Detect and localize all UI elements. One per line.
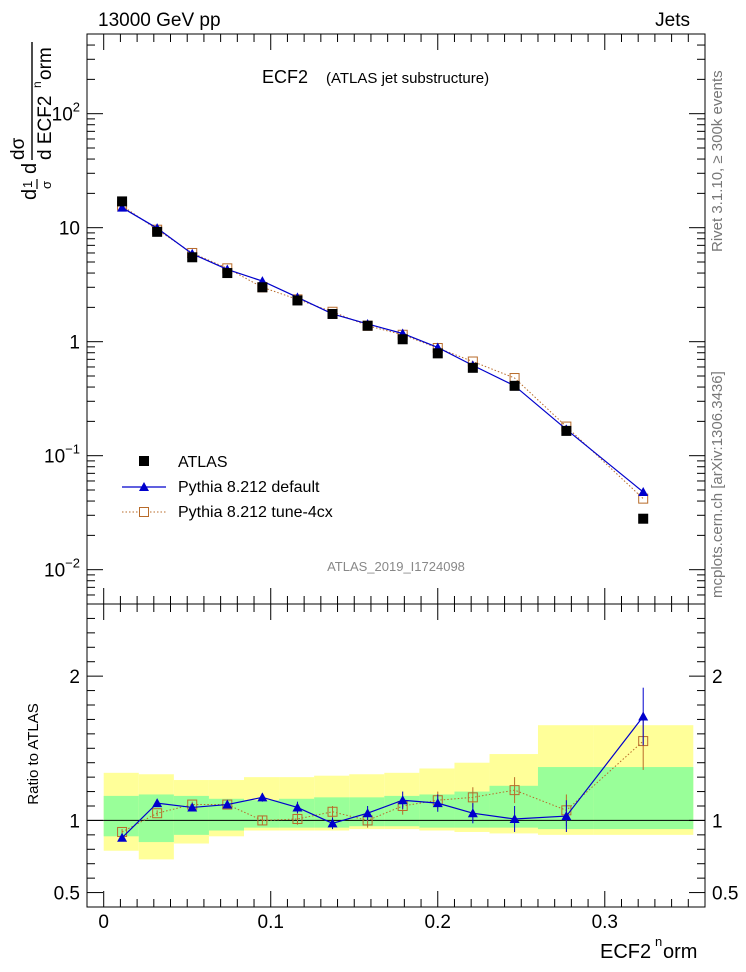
ratio-xtick-label: 0.3 — [592, 912, 618, 933]
ratio-tune4cx-point — [327, 806, 338, 817]
main-y-axis-label: d 1 σ d dσ d ECF2 n orm — [8, 42, 56, 200]
ratio-default-point — [397, 795, 408, 805]
ratio-bands — [103, 725, 694, 860]
ratio-default-line — [121, 716, 644, 839]
legend-label-default: Pythia 8.212 default — [178, 479, 320, 496]
ratio-band-stat — [244, 800, 280, 828]
main-atlas-point — [432, 348, 443, 359]
main-atlas-point — [327, 308, 338, 319]
ylabel-decf2: d ECF2 — [35, 96, 56, 160]
ylabel-one: 1 — [20, 181, 35, 188]
xlabel-orm: orm — [663, 941, 697, 963]
ratio-frame — [86, 603, 706, 908]
header-process: Jets — [655, 10, 690, 31]
main-atlas-point — [509, 380, 520, 391]
main-panel: 10−2 10−1 1 10 102 ECF2 (ATLAS jet substruct… — [44, 33, 706, 605]
ratio-y-axis-label: Ratio to ATLAS — [25, 703, 42, 804]
ratio-tune4cx-point — [152, 808, 163, 819]
legend: ATLAS Pythia 8.212 default Pythia 8.212 … — [122, 454, 333, 521]
ratio-default-point — [467, 808, 478, 818]
ylabel-orm: orm — [35, 47, 56, 80]
ratio-tune4cx-point — [257, 815, 268, 826]
ratio-default-point — [561, 811, 572, 821]
ylabel-sigma-den: σ — [39, 181, 54, 189]
ratio-tune4cx-line — [121, 740, 644, 833]
ratio-default-point — [257, 792, 268, 802]
ratio-axis-ticks — [87, 603, 705, 908]
ratio-default-point — [292, 802, 303, 812]
ratio-xtick-labels: 0 0.1 0.2 0.3 — [98, 912, 618, 933]
ratio-panel: 0.5 0.5 1 1 2 2 0 0.1 0.2 0.3 Ratio to ATLAS — [25, 603, 739, 933]
ratio-default-point — [152, 798, 163, 808]
main-atlas-point — [561, 425, 572, 436]
ratio-tune4cx-point — [292, 813, 303, 824]
ratio-tune4cx-point — [467, 792, 478, 803]
main-ytick-label: 1 — [69, 333, 80, 354]
ylabel-d: d — [19, 163, 41, 174]
legend-marker-tune — [139, 507, 149, 517]
ratio-ytick-label-left: 2 — [69, 667, 80, 688]
main-series — [117, 196, 649, 524]
ratio-tune4cx-point — [509, 785, 520, 796]
ratio-default-point — [432, 798, 443, 808]
xlabel-n: n — [655, 934, 662, 949]
ratio-series — [117, 687, 649, 842]
legend-marker-atlas — [139, 456, 149, 466]
main-default-line — [121, 207, 644, 493]
legend-label-tune: Pythia 8.212 tune-4cx — [178, 504, 333, 521]
mcplots-label: mcplots.cern.ch [arXiv:1306.3436] — [709, 371, 726, 598]
plot-title: ECF2 — [262, 67, 308, 87]
main-ytick-label: 10 — [59, 219, 80, 240]
xlabel-ecf2: ECF2 — [600, 941, 651, 963]
main-default-point — [638, 487, 649, 497]
main-atlas-point — [257, 282, 268, 293]
analysis-watermark: ATLAS_2019_I1724098 — [327, 559, 465, 574]
ratio-band-stat — [173, 795, 209, 835]
ratio-default-point — [362, 808, 373, 818]
ratio-ytick-labels: 0.5 0.5 1 1 2 2 — [54, 667, 739, 904]
legend-marker-default — [139, 482, 149, 491]
main-ytick-labels: 10−2 10−1 1 10 102 — [44, 100, 80, 582]
ratio-default-point — [327, 818, 338, 828]
main-ytick-label: 10−1 — [44, 442, 80, 468]
ratio-ytick-label-left: 0.5 — [54, 884, 80, 905]
main-atlas-point — [152, 226, 163, 237]
ratio-ytick-label-left: 1 — [69, 811, 80, 832]
main-atlas-point — [397, 334, 408, 345]
ratio-band-stat — [593, 767, 694, 830]
header-energy: 13000 GeV pp — [98, 10, 221, 31]
ratio-xtick-label: 0.1 — [258, 912, 284, 933]
ratio-default-point — [222, 799, 233, 809]
main-default-point — [117, 202, 128, 212]
main-atlas-point — [222, 268, 233, 279]
ylabel-dsigma: dσ — [8, 137, 29, 160]
main-axis-ticks — [87, 33, 705, 605]
main-atlas-point — [292, 295, 303, 306]
rivet-label: Rivet 3.1.10, ≥ 300k events — [709, 70, 726, 252]
main-atlas-point — [467, 362, 478, 373]
main-atlas-point — [117, 196, 128, 207]
x-axis-label: ECF2 n orm — [600, 934, 697, 963]
ratio-default-point — [509, 813, 520, 823]
ratio-xtick-label: 0.2 — [425, 912, 451, 933]
main-ytick-label: 102 — [52, 100, 80, 126]
ylabel-n: n — [30, 81, 44, 88]
ratio-band-stat — [103, 795, 139, 837]
main-atlas-point — [187, 252, 198, 263]
ratio-default-point — [638, 711, 649, 721]
ratio-ytick-label-right: 1 — [712, 811, 723, 832]
main-atlas-point — [638, 513, 649, 524]
ratio-xtick-label: 0 — [98, 912, 109, 933]
ylabel-d-prefix: d — [19, 189, 41, 200]
ratio-ytick-label-right: 0.5 — [712, 884, 738, 905]
ratio-ytick-label-right: 2 — [712, 667, 723, 688]
ratio-band-stat — [419, 794, 455, 828]
ratio-default-point — [187, 802, 198, 812]
legend-label-atlas: ATLAS — [178, 454, 228, 471]
ratio-default-point — [117, 832, 128, 842]
plot-subtitle: (ATLAS jet substructure) — [326, 70, 489, 87]
main-ytick-label: 10−2 — [44, 556, 80, 582]
main-atlas-point — [362, 320, 373, 331]
